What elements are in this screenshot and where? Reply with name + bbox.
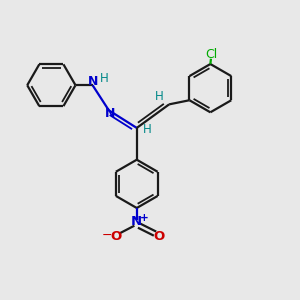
Text: H: H — [155, 91, 164, 103]
Text: −: − — [102, 229, 112, 242]
Text: O: O — [110, 230, 121, 243]
Text: N: N — [131, 215, 142, 228]
Text: Cl: Cl — [205, 48, 217, 61]
Text: O: O — [154, 230, 165, 243]
Text: H: H — [143, 123, 152, 136]
Text: H: H — [99, 72, 108, 85]
Text: N: N — [88, 75, 98, 88]
Text: N: N — [105, 107, 116, 120]
Text: +: + — [140, 213, 148, 223]
